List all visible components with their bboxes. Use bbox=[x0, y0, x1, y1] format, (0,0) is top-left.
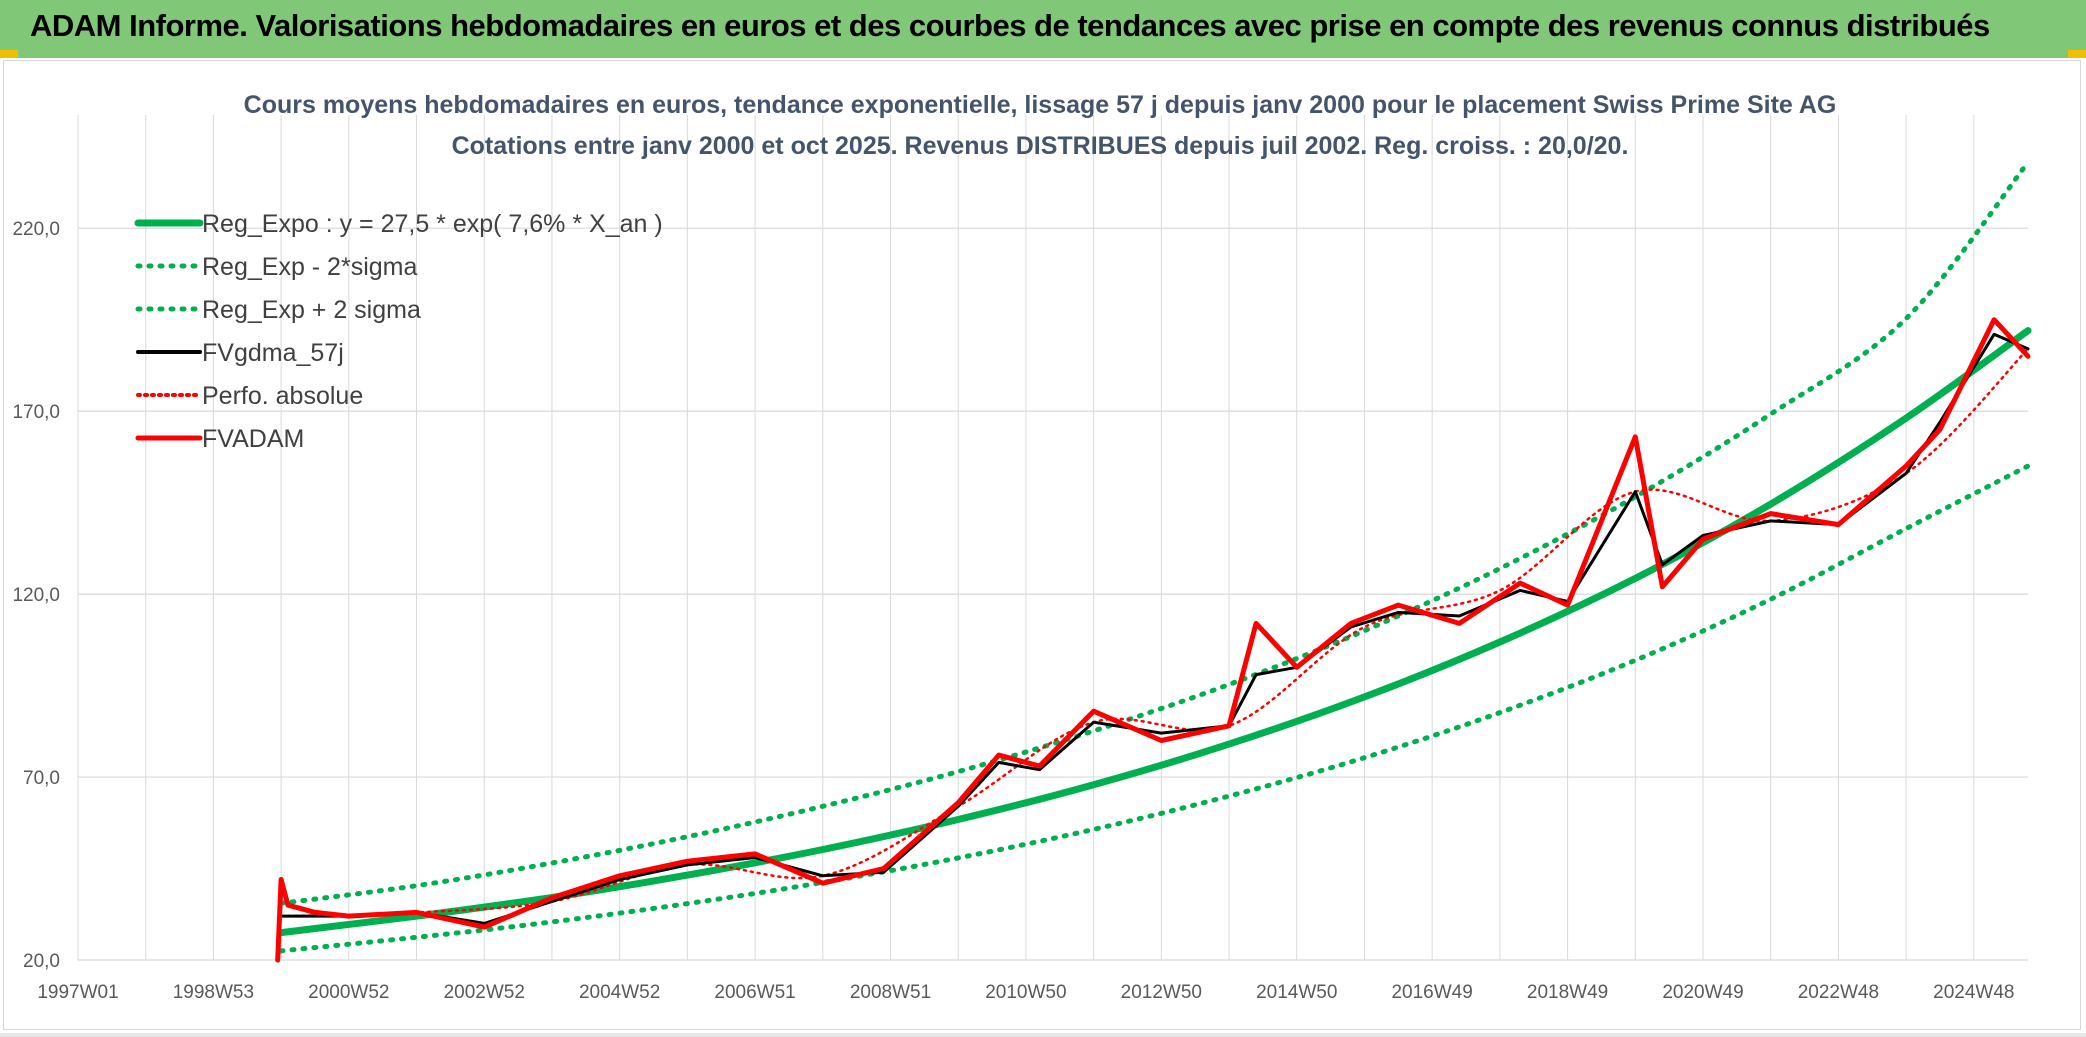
x-tick-label: 2016W49 bbox=[1391, 982, 1472, 1003]
y-tick-label: 70,0 bbox=[23, 768, 60, 789]
x-tick-label: 2020W49 bbox=[1662, 982, 1743, 1003]
x-axis-ticks: 1997W01 1998W53 2000W52 2002W52 2004W52 2006W… bbox=[37, 982, 2014, 1003]
x-tick-label: 2012W50 bbox=[1121, 982, 1202, 1003]
y-tick-label: 20,0 bbox=[23, 951, 60, 972]
chart-frame bbox=[3, 60, 2081, 1030]
page-title: ADAM Informe. Valorisations hebdomadaire… bbox=[30, 8, 1990, 43]
series-perfo-absolue bbox=[279, 347, 2030, 918]
footer-line bbox=[0, 1033, 2086, 1037]
x-tick-label: 2002W52 bbox=[444, 982, 525, 1003]
chart-title: Cours moyens hebdomadaires en euros, ten… bbox=[244, 91, 1837, 119]
x-tick-label: 1998W53 bbox=[173, 982, 254, 1003]
series-reg-exp-plus-2sigma bbox=[278, 159, 2031, 906]
legend-label: FVgdma_57j bbox=[202, 339, 344, 367]
x-tick-label: 2014W50 bbox=[1256, 982, 1337, 1003]
header-corner-accent bbox=[2068, 50, 2086, 58]
legend-label: Reg_Exp - 2*sigma bbox=[202, 253, 417, 281]
x-tick-label: 2006W51 bbox=[714, 982, 795, 1003]
y-tick-label: 170,0 bbox=[12, 402, 60, 423]
series-reg-expo bbox=[277, 327, 2032, 937]
x-tick-label: 2024W48 bbox=[1933, 982, 2014, 1003]
legend-label: Reg_Exp + 2 sigma bbox=[202, 296, 421, 324]
x-tick-label: 2008W51 bbox=[850, 982, 931, 1003]
header-bar bbox=[0, 0, 2086, 58]
x-tick-label: 2004W52 bbox=[579, 982, 660, 1003]
legend-label: Perfo. absolue bbox=[202, 382, 363, 410]
x-tick-label: 1997W01 bbox=[37, 982, 118, 1003]
chart-legend: Reg_Expo : y = 27,5 * exp( 7,6% * X_an )… bbox=[134, 210, 663, 453]
chart-subtitle: Cotations entre janv 2000 et oct 2025. R… bbox=[452, 132, 1629, 160]
series-fvadam bbox=[275, 317, 2031, 963]
header-corner-accent bbox=[0, 50, 18, 58]
x-tick-label: 2018W49 bbox=[1527, 982, 1608, 1003]
legend-label: FVADAM bbox=[202, 425, 304, 453]
series-reg-exp-minus-2sigma bbox=[278, 463, 2031, 954]
chart-series bbox=[275, 159, 2032, 963]
y-tick-label: 120,0 bbox=[12, 585, 60, 606]
chart-grid bbox=[77, 115, 2028, 961]
x-tick-label: 2010W50 bbox=[985, 982, 1066, 1003]
series-fvgdma-57j bbox=[279, 332, 2030, 925]
legend-label: Reg_Expo : y = 27,5 * exp( 7,6% * X_an ) bbox=[202, 210, 663, 238]
y-axis-ticks: 20,0 70,0 120,0 170,0 220,0 bbox=[12, 219, 60, 972]
x-tick-label: 2022W48 bbox=[1798, 982, 1879, 1003]
y-tick-label: 220,0 bbox=[12, 219, 60, 240]
x-tick-label: 2000W52 bbox=[308, 982, 389, 1003]
